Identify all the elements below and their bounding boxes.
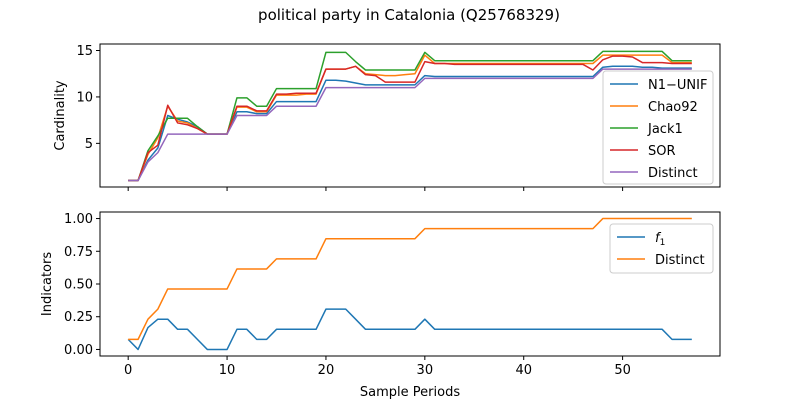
indicators-x-tick-label: 20: [318, 363, 335, 378]
chart-title: political party in Catalonia (Q25768329): [258, 6, 560, 24]
cardinality-y-tick-label: 5: [85, 137, 93, 152]
indicators-series-line-distinct: [128, 217, 692, 341]
indicators-y-tick-label: 0.25: [64, 310, 93, 325]
cardinality-series-line-distinct: [128, 68, 692, 182]
indicators-legend: f1 Distinct: [609, 223, 714, 274]
cardinality-legend-label-n1-unif: N1−UNIF: [648, 78, 707, 93]
indicators-legend-label-distinct: Distinct: [655, 253, 705, 268]
cardinality-legend-label-distinct: Distinct: [648, 166, 698, 181]
indicators-y-tick-label: 1.00: [64, 212, 93, 227]
indicators-series-line-f1: [127, 308, 692, 351]
cardinality-legend-label-chao92: Chao92: [648, 100, 698, 115]
indicators-y-axis-label: Indicators: [40, 252, 55, 316]
cardinality-legend: N1−UNIF Chao92 Jack1 SOR Distinct: [602, 70, 714, 185]
indicators-y-tick-label: 0.00: [64, 343, 93, 358]
indicators-x-tick-label: 40: [515, 363, 532, 378]
cardinality-y-axis-label: Cardinality: [53, 80, 68, 151]
cardinality-y-tick-label: 10: [76, 90, 93, 105]
indicators-plot: 0 10 20 30 40 50 0.00 0.25 0.50 0.75 1.00 Indicator…: [40, 211, 721, 400]
cardinality-y-tick-label: 15: [76, 44, 93, 59]
indicators-x-tick-label: 30: [417, 363, 434, 378]
indicators-y-tick-label: 0.75: [64, 245, 93, 260]
indicators-x-tick-label: 10: [219, 363, 236, 378]
indicators-x-axis-label: Sample Periods: [360, 385, 460, 400]
indicators-x-tick-label: 0: [124, 363, 132, 378]
indicators-y-tick-label: 0.50: [64, 278, 93, 293]
cardinality-axes-frame: [99, 43, 721, 188]
indicators-legend-label-f1: f1: [655, 231, 665, 248]
indicators-x-tick-label: 50: [614, 363, 631, 378]
cardinality-legend-label-sor: SOR: [648, 144, 676, 159]
cardinality-legend-label-jack1: Jack1: [647, 122, 683, 137]
cardinality-plot: 5 10 15 Cardinality N1−UNIF Chao92 Jack1 SOR Dis…: [53, 43, 721, 191]
cardinality-legend-box: [602, 70, 714, 185]
